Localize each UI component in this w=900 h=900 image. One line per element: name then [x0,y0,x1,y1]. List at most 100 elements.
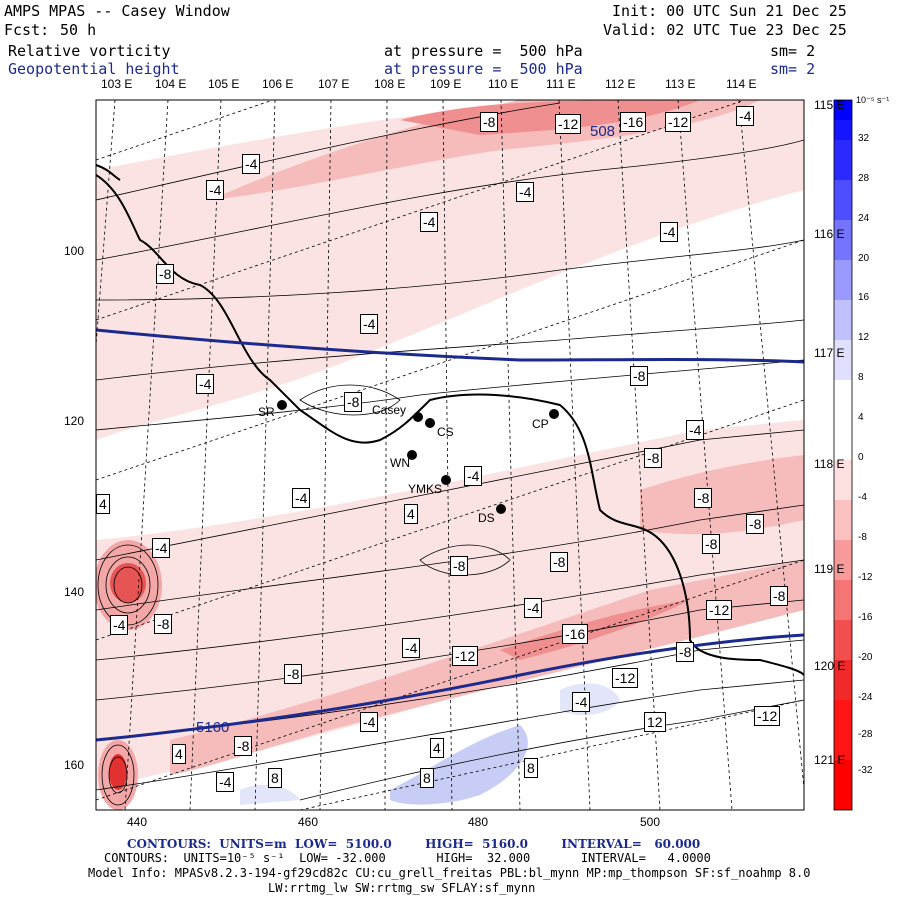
contour-label: -8 [284,664,303,684]
contour-label: -4 [572,692,591,712]
contour-label: -12 [754,706,781,726]
field2-smooth: sm= 2 [770,60,816,78]
coastline [96,164,121,181]
grid-label: 120 [64,414,85,428]
vorticity-band-strong [400,100,700,135]
lon-label: 112 E [605,77,636,91]
field1-level: at pressure = 500 hPa [384,42,583,60]
plot-frame [95,99,805,811]
colorbar-tick: -16 [858,612,873,623]
coastline [96,174,804,676]
contour-label: -4 [152,538,171,558]
lon-label: 107 E [318,77,350,91]
colorbar-tick: 32 [858,133,870,144]
field1-name: Relative vorticity [8,42,171,60]
lon-label: 116 E [814,227,845,241]
lon-label: 108 E [374,77,406,91]
contour-label: 8 [524,758,538,778]
colorbar-tick: 28 [858,173,870,184]
contour-label: 4 [172,744,186,764]
colorbar-tick: 0 [858,452,864,463]
station-label: DS [478,511,495,525]
forecast-label: Fcst: [4,21,50,39]
vorticity-core [110,563,146,603]
grid-label: 100 [64,244,85,258]
contour-label: -16 [562,624,589,644]
station-dot [407,450,417,460]
contour-label: -8 [746,514,765,534]
station-label: YMKS [408,482,443,496]
contour-label: -4 [292,488,311,508]
contour-label: -4 [360,314,379,334]
contour-label: 8 [420,768,434,788]
contour-label: -8 [154,614,173,634]
lon-label: 117 E [814,346,845,360]
station-dot [277,400,287,410]
vorticity-contour-info: CONTOURS: UNITS=10⁻⁵ s⁻¹ LOW= -32.000 HI… [104,851,711,865]
contour-label: -8 [550,552,569,572]
model-info: Model Info: MPASv8.2.3-194-gf29cd82c CU:… [88,866,811,880]
colorbar-tick: 20 [858,253,870,264]
colorbar-tick: -24 [858,692,873,703]
grid-label: 440 [127,815,148,829]
contour-label: -8 [770,586,789,606]
lon-label: 115 E [814,98,845,112]
valid-time: Valid: 02 UTC Tue 23 Dec 25 [603,21,847,39]
contour-label: -4 [360,712,379,732]
lon-label: 110 E [488,77,519,91]
contour-label: -4 [420,212,439,232]
contour-label: 12 [644,712,666,732]
contour-label: -8 [234,736,253,756]
colorbar-tick: -12 [858,572,873,583]
grid-label: 160 [64,758,85,772]
lon-label: 105 E [208,77,240,91]
contour-label: -4 [686,420,705,440]
field1-smooth: sm= 2 [770,42,816,60]
colorbar-tick: -4 [858,492,867,503]
contour-label: -16 [620,112,647,132]
grid-label: 480 [468,815,489,829]
contour-label: -4 [402,638,421,658]
contour-label: 4 [430,738,444,758]
colorbar-frame [833,99,853,811]
station-label: SR [258,405,275,419]
contour-label: -4 [110,615,129,635]
contour-label: -8 [344,392,363,412]
colorbar-unit: 10⁻⁵ s⁻¹ [856,95,890,105]
contour-label: -12 [665,112,692,132]
colorbar-tick: 4 [858,412,864,423]
colorbar-tick: 16 [858,292,870,303]
contour-label: -4 [242,154,261,174]
contour-label: -8 [702,534,721,554]
contour-label: -4 [736,106,755,126]
lon-label: 120 E [814,659,846,673]
colorbar-tick: -8 [858,532,867,543]
contour-label: -12 [555,114,582,134]
contour-label: -4 [524,598,543,618]
colorbar-tick: 24 [858,213,870,224]
vorticity-band-positive [240,784,300,805]
contour-label: -8 [480,112,499,132]
colorbar [833,99,853,811]
contour-label: -4 [464,466,483,486]
height-label-lower: 5160 [196,719,230,736]
contour-label: -12 [612,668,639,688]
contour-label: 8 [268,768,282,788]
vorticity-core [109,754,127,790]
colorbar-tick: 12 [858,332,870,343]
forecast-hours: 50 h [60,21,97,39]
contour-label: -8 [156,264,175,284]
colorbar-tick: -28 [858,729,873,740]
colorbar-tick: -32 [858,765,873,776]
init-time: Init: 00 UTC Sun 21 Dec 25 [612,2,847,20]
height-contour-lower [96,633,804,742]
lon-label: 113 E [665,77,696,91]
lon-label: 114 E [726,77,757,91]
grid-label: 500 [640,815,661,829]
station-label: CP [532,417,549,431]
lon-label: 106 E [262,77,294,91]
colorbar-swatch [834,100,852,120]
contour-label: -12 [706,600,733,620]
lon-label: 109 E [430,77,462,91]
station-dot [441,475,451,485]
